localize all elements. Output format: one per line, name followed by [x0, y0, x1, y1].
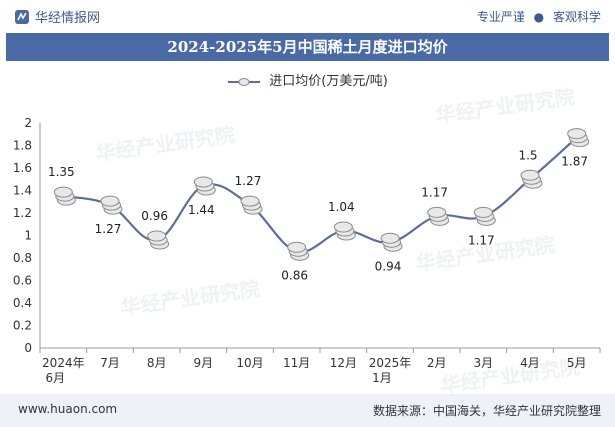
x-tick-label: 7月 — [100, 356, 120, 370]
data-label: 1.27 — [95, 222, 122, 236]
y-tick-label: 1.4 — [13, 184, 32, 198]
footer-source: 数据来源：中国海关，华经产业研究院整理 — [372, 404, 601, 418]
data-label: 1.17 — [468, 233, 495, 247]
y-tick-label: 0.2 — [13, 319, 32, 333]
x-tick-label: 10月 — [236, 356, 263, 370]
top-bar: 华经情报网 专业严谨 ● 客观科学 — [0, 0, 615, 32]
x-tick-label: 2024年 6月 — [42, 356, 85, 385]
data-point-marker — [287, 241, 310, 261]
data-label: 1.44 — [188, 203, 215, 217]
x-tick-label: 2月 — [427, 356, 447, 370]
footer-site: www.huaon.com — [18, 402, 118, 416]
data-point-marker — [333, 221, 356, 241]
data-label: 0.96 — [141, 209, 168, 223]
x-tick-label: 5月 — [567, 356, 587, 370]
data-point-marker — [473, 206, 496, 226]
x-tick-label: 11月 — [283, 356, 310, 370]
y-tick-label: 0 — [24, 341, 32, 355]
data-label: 1.87 — [561, 155, 588, 169]
x-tick-label: 4月 — [520, 356, 540, 370]
brand: 华经情报网 — [14, 7, 100, 26]
data-label: 0.94 — [375, 259, 402, 273]
legend-line-icon — [228, 77, 261, 86]
data-label: 1.04 — [328, 200, 355, 214]
y-tick-label: 0.6 — [13, 274, 32, 288]
x-tick-label: 8月 — [147, 356, 167, 370]
data-labels: 1.35 1.27 0.96 1.44 1.27 0.86 1.04 0.94 1.17 1.17… — [48, 148, 588, 282]
tagline-left: 专业严谨 — [476, 10, 525, 24]
data-label: 1.27 — [235, 174, 262, 188]
data-point-marker — [100, 195, 123, 215]
chart-title: 2024-2025年5月中国稀土月度进口均价 — [6, 33, 609, 61]
x-tick-label: 2025年 1月 — [369, 356, 412, 385]
legend-label: 进口均价(万美元/吨) — [269, 74, 388, 89]
data-label: 1.5 — [518, 148, 537, 162]
y-tick-label: 0.4 — [13, 296, 32, 310]
footer: www.huaon.com 数据来源：中国海关，华经产业研究院整理 — [0, 394, 615, 427]
y-tick-label: 1.8 — [13, 139, 32, 153]
data-point-marker — [380, 232, 403, 252]
data-point-marker — [567, 128, 590, 148]
data-label: 1.35 — [48, 165, 75, 179]
y-tick-label: 2 — [24, 116, 32, 130]
data-point-marker — [53, 186, 76, 206]
axes: 0 0.2 0.4 0.6 0.8 1 1.2 1.4 1.6 1.8 2 2024年 6月 7月 8月 9月… — [13, 116, 601, 385]
y-tick-label: 1 — [24, 229, 32, 243]
y-tick-label: 1.6 — [13, 161, 32, 175]
tagline-separator: ● — [533, 10, 545, 24]
data-point-marker — [147, 230, 170, 250]
data-point-marker — [193, 176, 216, 196]
series-line — [63, 136, 578, 253]
tagline: 专业严谨 ● 客观科学 — [477, 8, 601, 25]
tagline-right: 客观科学 — [552, 10, 601, 24]
line-chart: 0 0.2 0.4 0.6 0.8 1 1.2 1.4 1.6 1.8 2 2024年 6月 7月 8月 9月… — [13, 116, 601, 385]
chart-legend: 进口均价(万美元/吨) — [0, 70, 615, 89]
data-label: 0.86 — [281, 268, 308, 282]
data-label: 1.17 — [421, 185, 448, 199]
x-tick-label: 9月 — [194, 356, 214, 370]
data-point-marker — [520, 169, 543, 189]
markers — [53, 128, 590, 261]
data-point-marker — [240, 195, 263, 215]
series-line-layer — [63, 136, 578, 253]
brand-logo-icon — [15, 9, 29, 24]
y-tick-label: 0.8 — [13, 251, 32, 265]
y-tick-label: 1.2 — [13, 206, 32, 220]
data-point-marker — [427, 206, 450, 226]
x-tick-label: 3月 — [474, 356, 494, 370]
x-tick-label: 12月 — [330, 356, 357, 370]
brand-name: 华经情报网 — [35, 11, 101, 26]
